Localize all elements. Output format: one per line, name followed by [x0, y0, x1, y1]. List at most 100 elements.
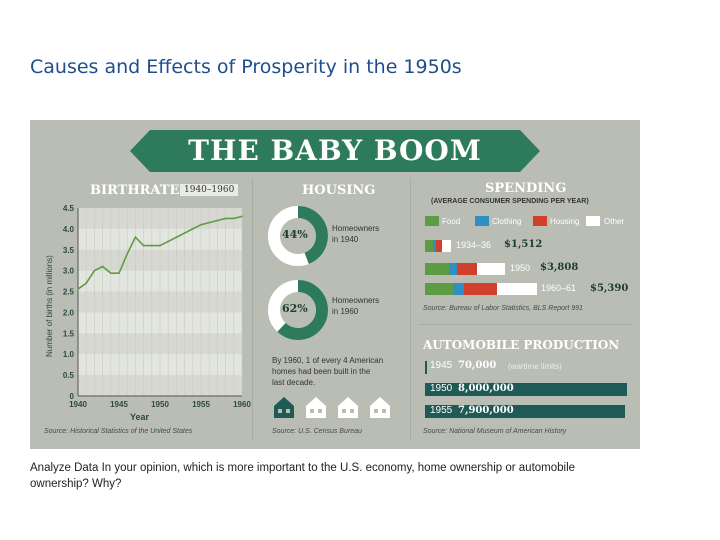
- house-icon: [306, 397, 326, 418]
- automobile-source: Source: National Museum of American Hist…: [423, 428, 567, 435]
- spending-bar-1934: [425, 240, 451, 252]
- legend-food: Food: [442, 217, 461, 226]
- spending-bar-1960: [425, 283, 537, 295]
- house-icon-filled: [274, 397, 294, 418]
- data-point: [93, 269, 96, 272]
- donut-1940-fill: [268, 206, 328, 266]
- birthrate-source: Source: Historical Statistics of the Uni…: [44, 428, 193, 435]
- housing-note-line3: last decade.: [272, 378, 316, 387]
- auto-value-1945: 70,000: [458, 360, 497, 371]
- data-point: [159, 244, 161, 247]
- spending-period-1934: 1934–36: [456, 240, 492, 250]
- column-divider: [410, 178, 411, 440]
- data-point: [118, 272, 120, 274]
- y-tick-label: 3.5: [63, 246, 75, 255]
- slide-title: Causes and Effects of Prosperity in the …: [30, 56, 462, 78]
- spending-source: Source: Bureau of Labor Statistics, BLS …: [423, 305, 583, 312]
- data-point: [142, 244, 145, 247]
- data-point: [175, 236, 178, 239]
- data-point: [241, 215, 243, 218]
- donut-1960-fill: [268, 280, 328, 340]
- x-tick-label: 1960: [233, 400, 251, 409]
- y-tick-label: 1.5: [63, 329, 75, 338]
- data-point: [101, 265, 104, 268]
- title-banner: THE BABY BOOM: [130, 130, 540, 172]
- auto-year-1955: 1955: [430, 405, 453, 416]
- baby-boom-infographic: THE BABY BOOM BIRTHRATE 1940–1960 4.5 4.0…: [30, 120, 640, 449]
- housing-heading: HOUSING: [302, 183, 376, 198]
- x-tick-label: 1940: [69, 400, 87, 409]
- house-icon: [370, 397, 390, 418]
- auto-bar-1955: [425, 405, 625, 418]
- donut-1940-label: Homeowners: [332, 224, 380, 233]
- spending-value-1950: $3,808: [540, 262, 579, 273]
- column-divider: [252, 178, 253, 440]
- donut-1960-label-year: in 1960: [332, 307, 359, 316]
- legend-clothing-swatch: [475, 216, 489, 226]
- spending-heading: SPENDING: [485, 181, 567, 196]
- data-point: [224, 217, 227, 220]
- birthrate-heading: BIRTHRATE: [90, 183, 180, 198]
- data-point: [110, 272, 112, 274]
- row-divider: [418, 324, 632, 325]
- y-tick-label: 0: [70, 392, 75, 401]
- data-point: [85, 282, 87, 284]
- auto-value-1950: 8,000,000: [458, 383, 514, 394]
- data-point: [77, 288, 79, 290]
- spending-value-1934: $1,512: [504, 239, 543, 250]
- y-tick-label: 3.0: [63, 267, 75, 276]
- x-tick-label: 1950: [151, 400, 169, 409]
- y-tick-label: 2.5: [63, 288, 75, 297]
- auto-bar-1945: [425, 361, 427, 374]
- donut-1940-label-year: in 1940: [332, 235, 359, 244]
- legend-housing-swatch: [533, 216, 547, 226]
- x-tick-label: 1955: [192, 400, 210, 409]
- auto-bar-1950: [425, 383, 627, 396]
- y-tick-label: 4.0: [63, 225, 75, 234]
- y-tick-label: 2.0: [63, 308, 75, 317]
- legend-food-swatch: [425, 216, 439, 226]
- data-point: [134, 236, 137, 239]
- x-tick-label: 1945: [110, 400, 128, 409]
- auto-year-1950: 1950: [430, 383, 453, 394]
- spending-bar-1950: [425, 263, 505, 275]
- house-icons: [274, 397, 390, 418]
- auto-value-1955: 7,900,000: [458, 405, 514, 416]
- analyze-data-question: Analyze Data In your opinion, which is m…: [30, 462, 576, 490]
- donut-1940-percent: 44%: [282, 228, 308, 241]
- x-axis-label: Year: [130, 412, 150, 422]
- data-point: [216, 219, 219, 222]
- automobile-heading: AUTOMOBILE PRODUCTION: [423, 338, 620, 352]
- y-tick-label: 4.5: [63, 204, 75, 213]
- y-tick-label: 0.5: [63, 371, 75, 380]
- data-point: [183, 232, 186, 234]
- spending-subheading: (AVERAGE CONSUMER SPENDING PER YEAR): [431, 198, 589, 205]
- donut-1960-label: Homeowners: [332, 296, 380, 305]
- legend-other-swatch: [586, 216, 600, 226]
- legend-clothing: Clothing: [492, 217, 522, 226]
- legend-other: Other: [604, 217, 625, 226]
- data-point: [233, 217, 235, 220]
- house-icon: [338, 397, 358, 418]
- auto-year-1945: 1945: [430, 360, 453, 371]
- auto-note-1945: (wartime limits): [508, 362, 562, 371]
- spending-value-1960: $5,390: [590, 283, 629, 294]
- y-axis-label: Number of births (in millions): [45, 255, 54, 357]
- spending-period-1950: 1950: [510, 263, 531, 273]
- spending-period-1960: 1960–61: [541, 283, 577, 293]
- data-point: [151, 244, 153, 247]
- housing-donuts: [268, 206, 328, 340]
- y-tick-label: 1.0: [63, 350, 75, 359]
- data-point: [126, 253, 128, 255]
- banner-title: THE BABY BOOM: [188, 134, 482, 167]
- data-point: [192, 228, 194, 230]
- data-point: [167, 240, 169, 243]
- data-point: [208, 221, 210, 224]
- birthrate-years-badge: 1940–1960: [180, 184, 239, 196]
- housing-source: Source: U.S. Census Bureau: [272, 428, 362, 435]
- data-point: [200, 223, 202, 226]
- donut-1960-percent: 62%: [282, 302, 308, 315]
- housing-note-line1: By 1960, 1 of every 4 American: [272, 356, 384, 365]
- housing-note-line2: homes had been built in the: [272, 367, 371, 376]
